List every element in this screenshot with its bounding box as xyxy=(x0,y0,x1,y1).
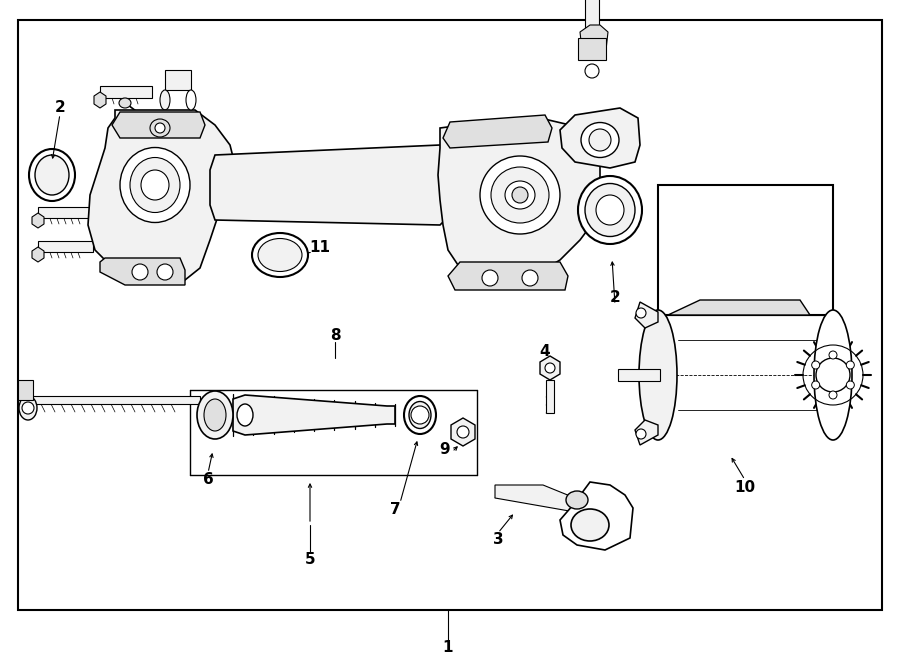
Circle shape xyxy=(846,381,854,389)
Ellipse shape xyxy=(197,391,233,439)
Bar xyxy=(585,0,599,38)
Bar xyxy=(618,369,660,381)
Polygon shape xyxy=(451,418,475,446)
Ellipse shape xyxy=(409,401,431,428)
Polygon shape xyxy=(94,92,106,108)
Circle shape xyxy=(132,264,148,280)
Circle shape xyxy=(482,270,498,286)
Polygon shape xyxy=(438,118,600,280)
Ellipse shape xyxy=(639,310,677,440)
Polygon shape xyxy=(210,145,450,225)
Polygon shape xyxy=(540,356,560,380)
Polygon shape xyxy=(88,110,235,282)
Circle shape xyxy=(812,381,820,389)
Text: 6: 6 xyxy=(202,473,213,488)
Ellipse shape xyxy=(814,310,852,440)
Text: 2: 2 xyxy=(609,290,620,305)
Ellipse shape xyxy=(581,122,619,157)
Circle shape xyxy=(829,351,837,359)
Ellipse shape xyxy=(160,90,170,110)
Circle shape xyxy=(522,270,538,286)
Circle shape xyxy=(812,361,820,369)
Circle shape xyxy=(22,402,34,414)
Polygon shape xyxy=(560,108,640,168)
Bar xyxy=(100,86,152,98)
Text: 11: 11 xyxy=(310,241,330,256)
Bar xyxy=(18,380,33,400)
Polygon shape xyxy=(495,485,575,512)
Ellipse shape xyxy=(19,396,37,420)
Text: 5: 5 xyxy=(305,553,315,568)
Circle shape xyxy=(512,187,528,203)
Ellipse shape xyxy=(585,184,635,237)
Polygon shape xyxy=(635,302,658,328)
Ellipse shape xyxy=(120,147,190,223)
Polygon shape xyxy=(443,115,552,148)
Text: 10: 10 xyxy=(734,481,756,496)
Polygon shape xyxy=(233,395,395,435)
Ellipse shape xyxy=(816,358,850,392)
Bar xyxy=(658,185,833,315)
Polygon shape xyxy=(668,300,810,315)
Polygon shape xyxy=(32,247,44,262)
Ellipse shape xyxy=(480,156,560,234)
Polygon shape xyxy=(100,258,185,285)
Bar xyxy=(38,241,93,252)
Circle shape xyxy=(155,123,165,133)
Text: 3: 3 xyxy=(492,533,503,547)
Circle shape xyxy=(457,426,469,438)
Circle shape xyxy=(157,264,173,280)
Ellipse shape xyxy=(258,239,302,272)
Text: 8: 8 xyxy=(329,327,340,342)
Text: 7: 7 xyxy=(390,502,400,518)
Bar xyxy=(30,396,200,404)
Ellipse shape xyxy=(566,491,588,509)
Ellipse shape xyxy=(130,157,180,212)
Polygon shape xyxy=(112,112,205,138)
Circle shape xyxy=(846,361,854,369)
Bar xyxy=(165,70,191,90)
Ellipse shape xyxy=(29,149,75,201)
Ellipse shape xyxy=(596,195,624,225)
Polygon shape xyxy=(32,213,44,228)
Ellipse shape xyxy=(578,176,642,244)
Ellipse shape xyxy=(585,64,599,78)
Bar xyxy=(546,380,554,413)
Polygon shape xyxy=(580,25,608,50)
Ellipse shape xyxy=(571,509,609,541)
Text: 4: 4 xyxy=(540,344,550,360)
Ellipse shape xyxy=(141,170,169,200)
Circle shape xyxy=(636,308,646,318)
Ellipse shape xyxy=(35,155,69,195)
Ellipse shape xyxy=(491,167,549,223)
Ellipse shape xyxy=(186,90,196,110)
Circle shape xyxy=(829,391,837,399)
Text: 2: 2 xyxy=(55,100,66,116)
Ellipse shape xyxy=(150,119,170,137)
Polygon shape xyxy=(448,262,568,290)
Ellipse shape xyxy=(204,399,226,431)
Ellipse shape xyxy=(589,129,611,151)
Ellipse shape xyxy=(505,181,535,209)
Bar xyxy=(18,20,882,610)
Polygon shape xyxy=(635,420,658,445)
Circle shape xyxy=(545,363,555,373)
Bar xyxy=(38,207,93,218)
Circle shape xyxy=(636,429,646,439)
Ellipse shape xyxy=(252,233,308,277)
Polygon shape xyxy=(560,482,633,550)
Bar xyxy=(578,38,606,60)
Text: 9: 9 xyxy=(440,442,450,457)
Ellipse shape xyxy=(404,396,436,434)
Ellipse shape xyxy=(119,98,131,108)
Circle shape xyxy=(411,406,429,424)
Ellipse shape xyxy=(237,404,253,426)
Text: 1: 1 xyxy=(443,641,454,656)
